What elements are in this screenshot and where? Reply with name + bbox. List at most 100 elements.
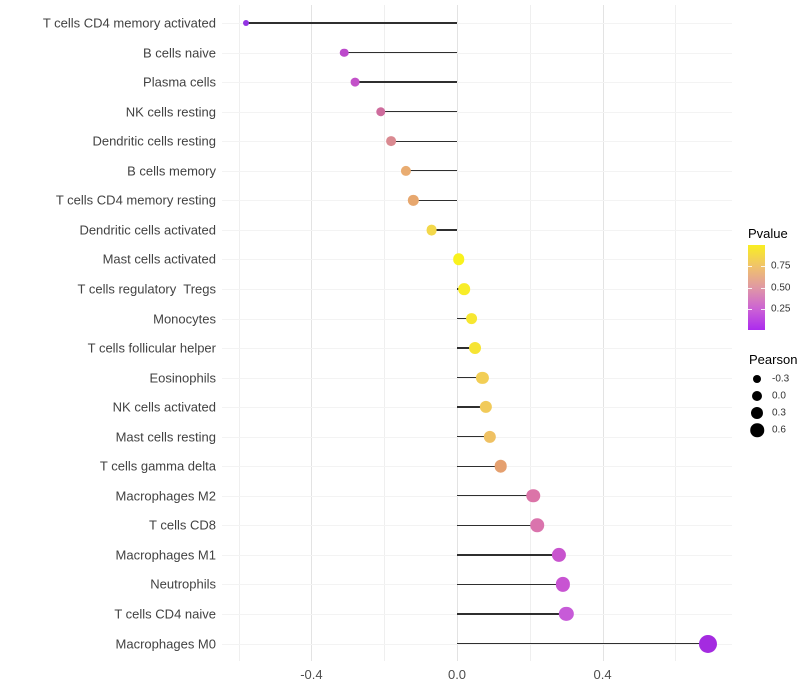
lollipop-dot bbox=[465, 312, 478, 325]
lollipop-segment bbox=[431, 229, 457, 231]
lollipop-dot bbox=[494, 459, 507, 473]
lollipop-segment bbox=[457, 347, 476, 349]
size-legend-label: 0.0 bbox=[772, 390, 786, 402]
lollipop-segment bbox=[457, 583, 563, 586]
row-gridline bbox=[222, 229, 732, 231]
lollipop-dot bbox=[242, 20, 249, 26]
category-label: Macrophages M1 bbox=[115, 547, 216, 563]
lollipop-dot bbox=[375, 106, 386, 117]
colorbar-label: 0.50 bbox=[771, 282, 791, 293]
lollipop-dot bbox=[386, 136, 397, 147]
lollipop-dot bbox=[530, 518, 544, 533]
category-label: B cells memory bbox=[127, 163, 216, 179]
category-label: T cells regulatory Tregs bbox=[77, 281, 216, 297]
lollipop-dot bbox=[458, 283, 471, 295]
row-gridline bbox=[222, 170, 732, 172]
lollipop-segment bbox=[457, 436, 490, 438]
lollipop-segment bbox=[380, 110, 457, 113]
lollipop-dot bbox=[526, 489, 541, 503]
major-gridline bbox=[457, 5, 458, 661]
category-label: Monocytes bbox=[153, 311, 216, 326]
major-gridline bbox=[311, 5, 313, 661]
size-legend-dot bbox=[750, 423, 764, 437]
lollipop-dot bbox=[350, 77, 360, 87]
category-label: T cells CD4 memory activated bbox=[42, 15, 216, 31]
lollipop-dot bbox=[699, 634, 718, 653]
lollipop-segment bbox=[457, 554, 559, 556]
x-tick-label: -0.4 bbox=[300, 667, 323, 682]
category-label: T cells CD8 bbox=[149, 517, 216, 533]
lollipop-dot bbox=[551, 547, 566, 562]
minor-gridline bbox=[384, 5, 386, 661]
lollipop-dot bbox=[453, 253, 465, 266]
category-label: B cells naive bbox=[143, 45, 216, 61]
lollipop-segment bbox=[457, 495, 534, 497]
row-gridline bbox=[222, 288, 732, 290]
lollipop-segment bbox=[457, 524, 538, 527]
row-gridline bbox=[222, 141, 732, 143]
row-gridline bbox=[222, 200, 732, 202]
row-gridline bbox=[222, 52, 732, 54]
pearson-legend-title: Pearson bbox=[749, 352, 798, 367]
lollipop-dot bbox=[469, 342, 482, 355]
colorbar-tick bbox=[761, 287, 765, 289]
lollipop-dot bbox=[559, 606, 574, 622]
row-gridline bbox=[222, 259, 732, 261]
minor-gridline bbox=[529, 5, 531, 661]
lollipop-segment bbox=[457, 642, 709, 645]
row-gridline bbox=[222, 111, 732, 113]
category-label: Eosinophils bbox=[149, 370, 217, 386]
lollipop-segment bbox=[355, 81, 457, 83]
size-legend-dot bbox=[753, 375, 761, 383]
lollipop-dot bbox=[555, 577, 570, 592]
lollipop-segment bbox=[391, 140, 457, 142]
lollipop-segment bbox=[457, 613, 567, 615]
colorbar-tick bbox=[748, 287, 752, 289]
lollipop-dot bbox=[476, 371, 489, 384]
lollipop-dot bbox=[400, 165, 412, 176]
category-label: T cells gamma delta bbox=[99, 458, 216, 474]
colorbar-label: 0.25 bbox=[771, 303, 791, 315]
category-label: Macrophages M2 bbox=[115, 488, 216, 504]
lollipop-segment bbox=[457, 317, 472, 320]
category-label: NK cells resting bbox=[125, 104, 216, 120]
size-legend-dot bbox=[752, 391, 762, 401]
row-gridline bbox=[222, 82, 732, 84]
category-label: Mast cells resting bbox=[115, 429, 216, 445]
x-tick-label: 0.0 bbox=[447, 667, 467, 682]
lollipop-segment bbox=[245, 22, 457, 24]
colorbar-tick bbox=[748, 266, 752, 268]
size-legend-dot bbox=[751, 407, 763, 419]
lollipop-dot bbox=[483, 430, 496, 443]
x-tick-label: 0.4 bbox=[593, 667, 612, 682]
lollipop-segment bbox=[406, 170, 457, 172]
category-label: Dendritic cells activated bbox=[79, 222, 216, 238]
category-label: T cells follicular helper bbox=[87, 340, 216, 356]
category-label: Neutrophils bbox=[150, 576, 216, 592]
category-label: Plasma cells bbox=[143, 74, 216, 90]
colorbar-tick bbox=[748, 308, 752, 310]
category-label: Macrophages M0 bbox=[115, 636, 216, 652]
pvalue-colorbar bbox=[748, 245, 765, 330]
size-legend-label: 0.3 bbox=[772, 407, 786, 419]
size-legend-label: 0.6 bbox=[772, 424, 786, 436]
lollipop-dot bbox=[339, 48, 349, 57]
lollipop-dot bbox=[426, 224, 437, 236]
lollipop-dot bbox=[479, 401, 493, 414]
lollipop-segment bbox=[413, 199, 457, 201]
colorbar-label: 0.75 bbox=[771, 260, 791, 272]
category-label: NK cells activated bbox=[112, 399, 216, 415]
major-gridline bbox=[602, 5, 604, 661]
lollipop-segment bbox=[457, 376, 483, 379]
lollipop-segment bbox=[457, 465, 501, 467]
category-label: Dendritic cells resting bbox=[92, 133, 216, 149]
minor-gridline bbox=[675, 5, 677, 661]
row-gridline bbox=[222, 23, 732, 24]
minor-gridline bbox=[238, 5, 240, 661]
category-label: T cells CD4 naive bbox=[114, 606, 216, 622]
lollipop-dot bbox=[408, 195, 419, 206]
colorbar-tick bbox=[761, 308, 765, 310]
size-legend-label: -0.3 bbox=[772, 373, 790, 385]
category-label: T cells CD4 memory resting bbox=[55, 192, 216, 208]
colorbar-tick bbox=[761, 266, 765, 268]
